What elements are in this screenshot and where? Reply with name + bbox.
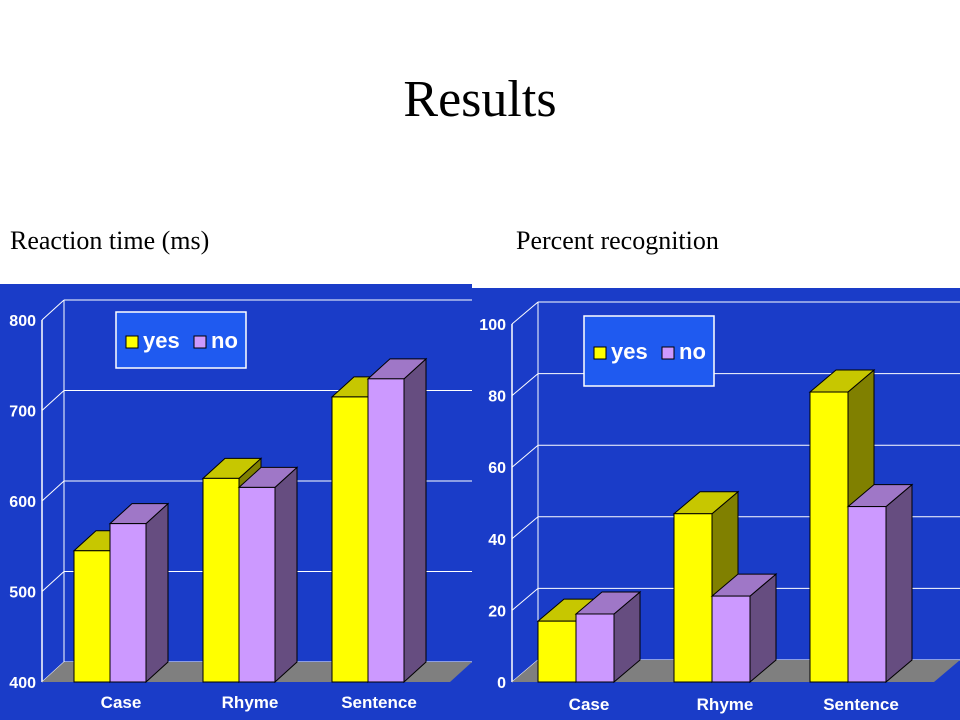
y-tick-label: 600: [9, 494, 36, 511]
gridline-diagonal: [511, 373, 539, 396]
x-tick-label: Sentence: [823, 695, 899, 714]
legend-swatch-yes: [593, 346, 607, 360]
gridline-diagonal: [511, 301, 539, 325]
percent-recognition-chart: 0 20 40 60 80 100 Case Rhyme Sentence yes no: [472, 288, 960, 720]
gridline-diagonal: [41, 299, 65, 321]
no-bar-rhyme: [238, 486, 276, 683]
y-tick-label: 20: [488, 603, 506, 620]
gridline-diagonal: [41, 390, 65, 411]
yes-bar-sentence: [809, 391, 849, 683]
y-tick-label: 100: [479, 317, 506, 334]
yes-bar-sentence: [331, 396, 369, 683]
y-tick-label: 80: [488, 389, 506, 406]
yes-bar-rhyme: [202, 477, 240, 683]
y-tick-label: 700: [9, 404, 36, 421]
reaction-time-chart: 400 500 600 700 800 Case Rhyme Sentence yes no: [0, 284, 472, 720]
y-tick-label: 800: [9, 313, 36, 330]
no-bar-case: [575, 613, 615, 683]
gridline-diagonal: [511, 444, 539, 468]
gridline-diagonal: [511, 588, 539, 611]
x-tick-label: Sentence: [341, 693, 417, 712]
no-bar-sentence: [847, 506, 887, 683]
y-tick-label: 0: [497, 675, 506, 692]
x-tick-label: Case: [569, 695, 610, 714]
legend-label-no: no: [679, 339, 706, 364]
no-bar-sentence-side: [885, 483, 913, 684]
yes-bar-case: [537, 620, 577, 683]
legend-swatch-no: [193, 335, 207, 349]
no-bar-case: [109, 523, 147, 683]
yes-bar-rhyme: [673, 513, 713, 683]
x-tick-label: Case: [101, 693, 142, 712]
y-tick-label: 60: [488, 460, 506, 477]
no-bar-rhyme-side: [274, 466, 298, 684]
no-bar-sentence: [367, 378, 405, 683]
y-tick-label: 40: [488, 532, 506, 549]
y-tick-label: 500: [9, 585, 36, 602]
x-tick-label: Rhyme: [697, 695, 754, 714]
percent-recognition-label: Percent recognition: [516, 226, 719, 255]
legend-swatch-no: [661, 346, 675, 360]
legend-swatch-yes: [125, 335, 139, 349]
no-bar-case-side: [145, 502, 169, 684]
gridline-diagonal: [511, 516, 539, 540]
legend-label-yes: yes: [143, 328, 180, 353]
slide-title: Results: [403, 71, 557, 128]
gridline-diagonal: [41, 480, 65, 502]
legend-label-no: no: [211, 328, 238, 353]
gridline-diagonal: [41, 571, 65, 592]
x-tick-label: Rhyme: [222, 693, 279, 712]
y-tick-label: 400: [9, 675, 36, 692]
reaction-time-label: Reaction time (ms): [10, 226, 210, 255]
yes-bar-case: [73, 550, 111, 683]
no-bar-rhyme: [711, 595, 751, 683]
no-bar-sentence-side: [403, 357, 427, 684]
legend-label-yes: yes: [611, 339, 648, 364]
